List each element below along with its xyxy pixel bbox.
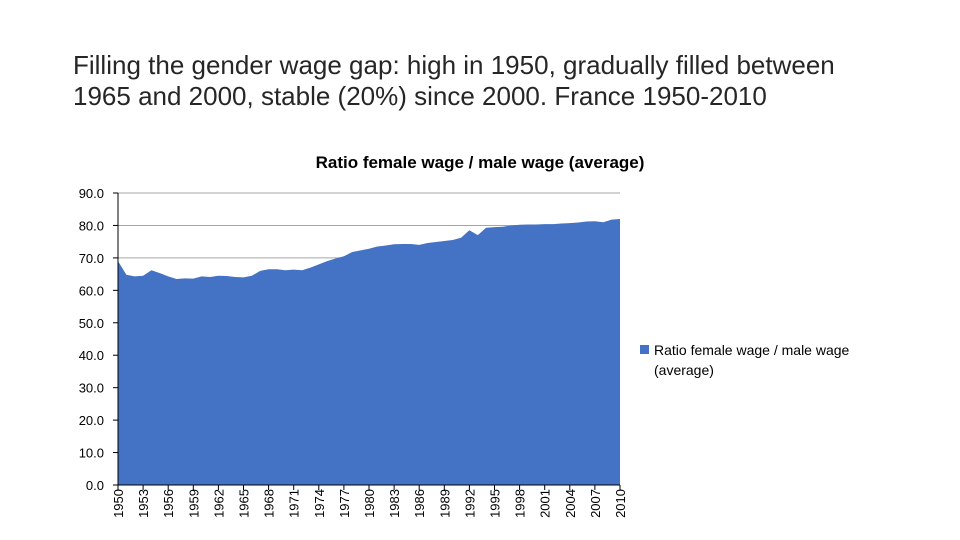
x-tick-label: 1974	[312, 489, 327, 518]
x-tick-label: 2004	[563, 489, 578, 518]
x-tick-label: 1968	[262, 489, 277, 518]
legend: Ratio female wage / male wage (average)	[640, 340, 900, 380]
y-tick-label: 90.0	[79, 186, 104, 201]
series-area	[118, 218, 620, 485]
y-tick-label: 0.0	[86, 478, 104, 493]
y-tick-label: 50.0	[79, 316, 104, 331]
x-tick-label: 1959	[186, 489, 201, 518]
y-tick-label: 10.0	[79, 446, 104, 461]
x-tick-label: 1953	[136, 489, 151, 518]
y-tick-label: 60.0	[79, 283, 104, 298]
y-tick-label: 20.0	[79, 413, 104, 428]
x-tick-label: 1986	[412, 489, 427, 518]
x-tick-label: 1971	[287, 489, 302, 518]
slide-title: Filling the gender wage gap: high in 195…	[73, 50, 835, 111]
x-tick-label: 1992	[462, 489, 477, 518]
x-tick-label: 2010	[613, 489, 628, 518]
y-tick-label: 30.0	[79, 381, 104, 396]
chart-title: Ratio female wage / male wage (average)	[315, 153, 645, 172]
x-tick-label: 1995	[488, 489, 503, 518]
x-axis-ticks: 1950 1953 1956 1959 1962 1965 1968 1971 1974 1977…	[111, 485, 628, 518]
y-tick-label: 40.0	[79, 348, 104, 363]
x-tick-label: 1998	[513, 489, 528, 518]
x-tick-label: 1989	[437, 489, 452, 518]
y-axis-ticks: 0.0 10.0 20.0 30.0 40.0 50.0 60.0 70.0 80.0 90.0	[79, 186, 118, 493]
x-tick-label: 1977	[337, 489, 352, 518]
legend-swatch	[640, 345, 649, 354]
y-tick-label: 70.0	[79, 251, 104, 266]
x-tick-label: 1983	[387, 489, 402, 518]
x-tick-label: 2001	[538, 489, 553, 518]
legend-label: Ratio female wage / male wage (average)	[654, 342, 850, 378]
x-tick-label: 1980	[362, 489, 377, 518]
x-tick-label: 1956	[161, 489, 176, 518]
series-area-layer	[118, 218, 620, 485]
x-tick-label: 1965	[237, 489, 252, 518]
y-tick-label: 80.0	[79, 218, 104, 233]
x-tick-label: 1950	[111, 489, 126, 518]
x-tick-label: 2007	[588, 489, 603, 518]
x-tick-label: 1962	[211, 489, 226, 518]
